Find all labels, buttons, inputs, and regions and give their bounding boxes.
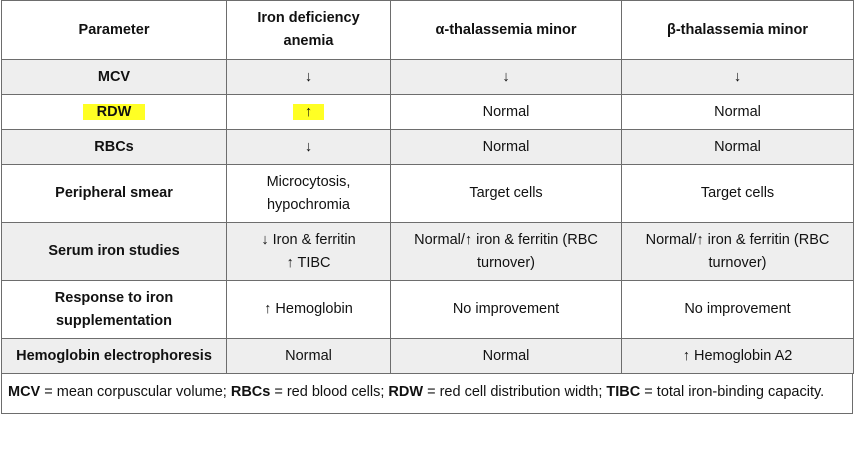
table-row-mcv: MCV ↓ ↓ ↓ (1, 59, 854, 95)
table-row-serum-iron: Serum iron studies ↓ Iron & ferritin ↑ T… (1, 222, 854, 281)
ida-cell: Microcytosis, hypochromia (226, 164, 391, 223)
alpha-cell: Target cells (390, 164, 622, 223)
param-cell: Peripheral smear (1, 164, 227, 223)
beta-cell: Normal (621, 94, 854, 130)
ida-cell: ↑ (226, 94, 391, 130)
param-cell: RBCs (1, 129, 227, 165)
ida-cell: ↑ Hemoglobin (226, 280, 391, 339)
alpha-cell: No improvement (390, 280, 622, 339)
ida-line: ↓ Iron & ferritin (261, 231, 356, 248)
table-row-rdw: RDW ↑ Normal Normal (1, 94, 854, 130)
ida-cell: ↓ (226, 59, 391, 95)
ida-line: ↑ TIBC (286, 254, 331, 271)
comparison-table-container: Parameter Iron deficiency anemia α-thala… (1, 0, 854, 414)
table-header-row: Parameter Iron deficiency anemia α-thala… (1, 0, 854, 60)
beta-cell: Normal (621, 129, 854, 165)
alpha-cell: ↓ (390, 59, 622, 95)
beta-cell: ↑ Hemoglobin A2 (621, 338, 854, 374)
footnote-abbr: MCV (8, 384, 41, 400)
footnote-abbr: RDW (388, 384, 424, 400)
footnote-definition: = red cell distribution width; (423, 384, 607, 400)
table-row-electrophoresis: Hemoglobin electrophoresis Normal Normal… (1, 338, 854, 374)
header-iron-deficiency-anemia: Iron deficiency anemia (226, 0, 391, 60)
highlighted-rdw-label: RDW (82, 103, 146, 120)
param-cell: MCV (1, 59, 227, 95)
table-row-iron-response: Response to iron supplementation ↑ Hemog… (1, 280, 854, 339)
header-alpha-thalassemia-minor: α-thalassemia minor (390, 0, 622, 60)
table-footnote: MCV = mean corpuscular volume; RBCs = re… (1, 374, 853, 414)
footnote-definition: = total iron-binding capacity. (640, 384, 825, 400)
footnote-definition: = mean corpuscular volume; (40, 384, 231, 400)
footnote-definition: = red blood cells; (270, 384, 389, 400)
table-row-peripheral-smear: Peripheral smear Microcytosis, hypochrom… (1, 164, 854, 223)
param-cell: Response to iron supplementation (1, 280, 227, 339)
ida-cell: ↓ (226, 129, 391, 165)
beta-cell: Normal/↑ iron & ferritin (RBC turnover) (621, 222, 854, 281)
ida-cell: ↓ Iron & ferritin ↑ TIBC (226, 222, 391, 281)
param-cell: RDW (1, 94, 227, 130)
alpha-cell: Normal/↑ iron & ferritin (RBC turnover) (390, 222, 622, 281)
highlighted-rdw-value: ↑ (292, 103, 325, 120)
beta-cell: No improvement (621, 280, 854, 339)
beta-cell: Target cells (621, 164, 854, 223)
footnote-abbr: TIBC (606, 384, 641, 400)
footnote-abbr: RBCs (230, 384, 271, 400)
alpha-cell: Normal (390, 129, 622, 165)
header-beta-thalassemia-minor: β-thalassemia minor (621, 0, 854, 60)
table-row-rbcs: RBCs ↓ Normal Normal (1, 129, 854, 165)
ida-cell: Normal (226, 338, 391, 374)
comparison-table: Parameter Iron deficiency anemia α-thala… (1, 0, 854, 374)
header-parameter: Parameter (1, 0, 227, 60)
param-cell: Serum iron studies (1, 222, 227, 281)
alpha-cell: Normal (390, 94, 622, 130)
alpha-cell: Normal (390, 338, 622, 374)
param-cell: Hemoglobin electrophoresis (1, 338, 227, 374)
beta-cell: ↓ (621, 59, 854, 95)
